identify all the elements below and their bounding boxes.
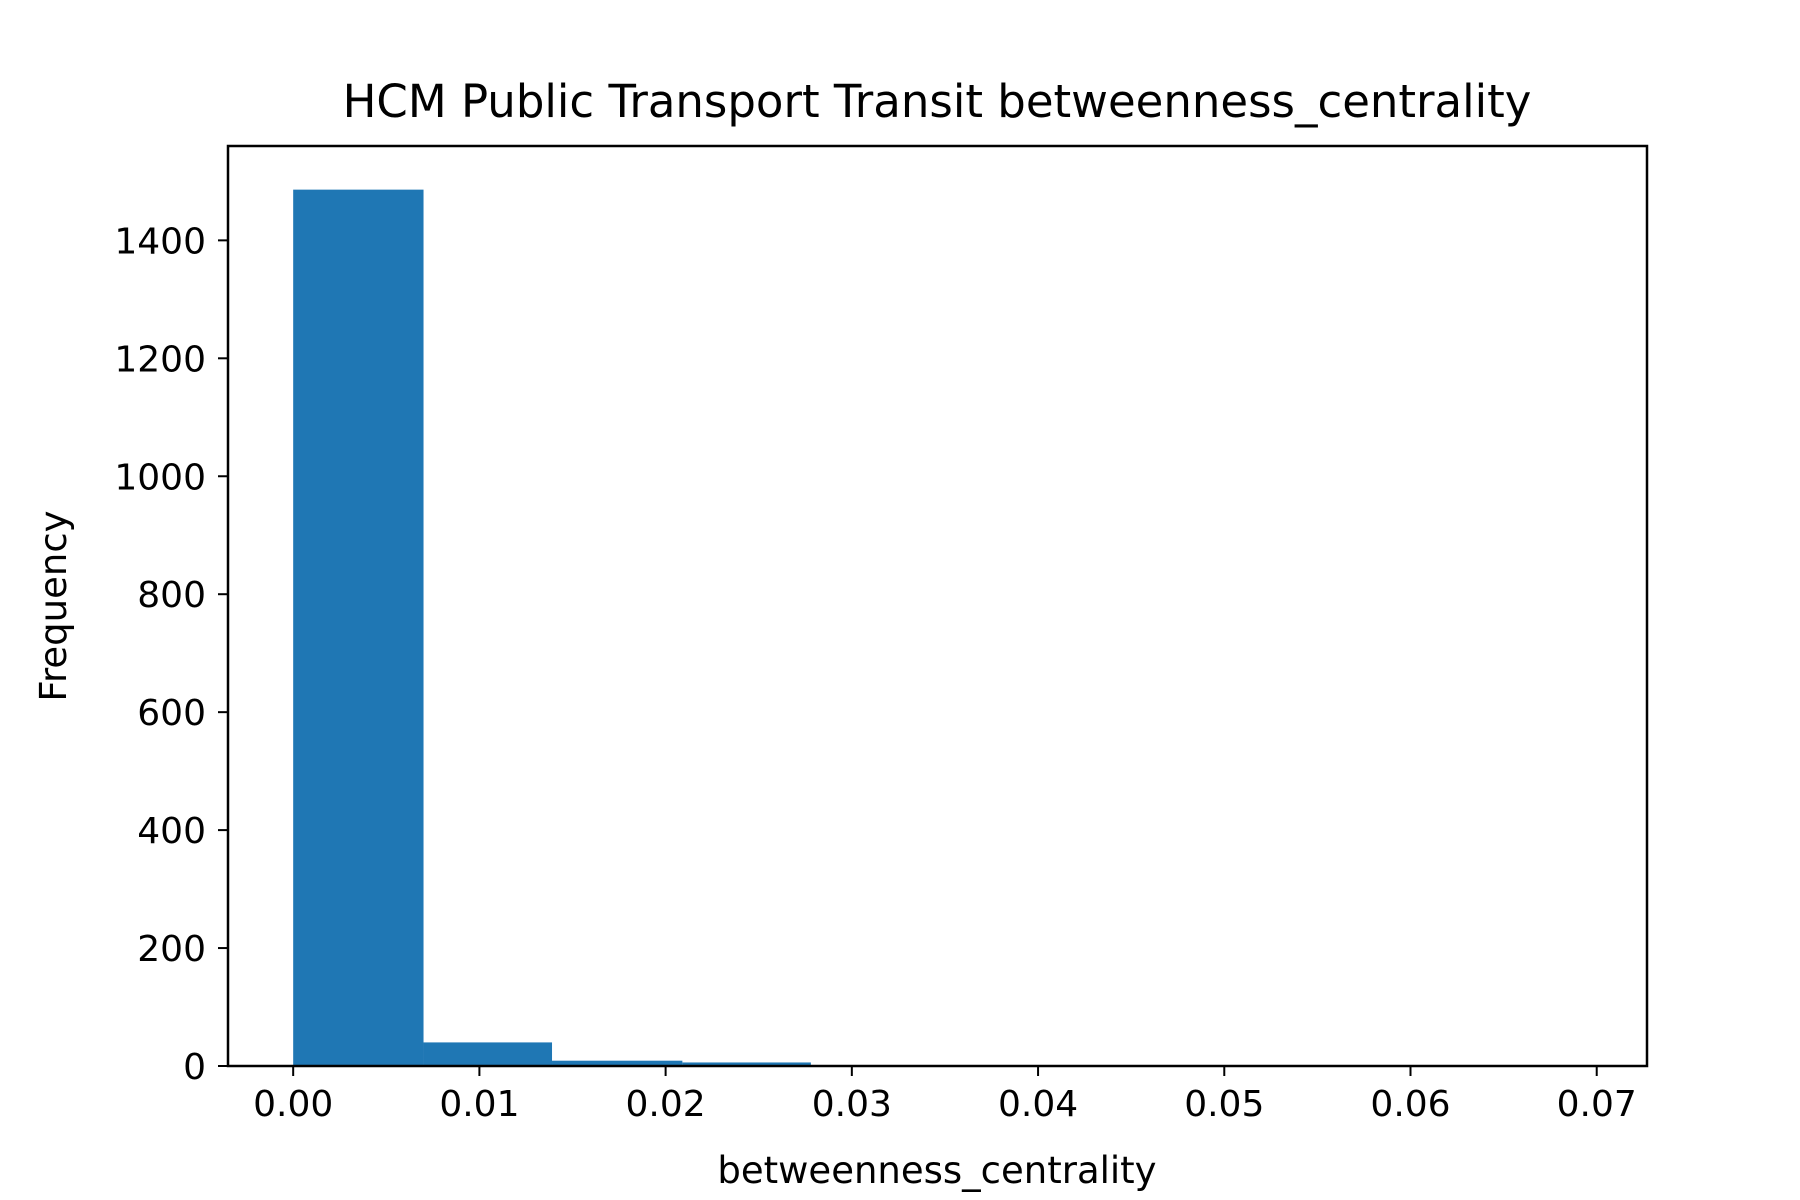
- histogram-bar: [682, 1062, 811, 1066]
- y-tick-label: 800: [137, 575, 206, 616]
- histogram-bar: [293, 189, 424, 1066]
- y-tick-label: 0: [183, 1047, 206, 1088]
- y-tick-label: 200: [137, 929, 206, 970]
- x-tick-label: 0.00: [253, 1084, 333, 1125]
- x-tick-label: 0.03: [812, 1084, 892, 1125]
- x-tick-label: 0.07: [1557, 1084, 1637, 1125]
- bars-group: [293, 189, 1590, 1067]
- x-axis-ticks: 0.00 0.01 0.02 0.03 0.04 0.05 0.06 0.07: [253, 1066, 1637, 1125]
- x-tick-label: 0.06: [1370, 1084, 1450, 1125]
- y-axis-ticks: 0 200 400 600 800 1000 1200 1400: [114, 221, 228, 1088]
- y-tick-label: 1200: [114, 339, 206, 380]
- x-tick-label: 0.02: [626, 1084, 706, 1125]
- y-tick-label: 1000: [114, 457, 206, 498]
- plot-frame: [226, 144, 1649, 1068]
- x-tick-label: 0.01: [439, 1084, 519, 1125]
- x-tick-label: 0.04: [998, 1084, 1078, 1125]
- y-tick-label: 600: [137, 693, 206, 734]
- histogram-bar: [423, 1042, 553, 1066]
- x-tick-label: 0.05: [1184, 1084, 1264, 1125]
- x-axis-label: betweenness_centrality: [717, 1149, 1156, 1192]
- histogram-bar: [552, 1060, 683, 1066]
- y-tick-label: 1400: [114, 221, 206, 262]
- chart-title: HCM Public Transport Transit betweenness…: [343, 75, 1532, 128]
- y-axis-label: Frequency: [32, 510, 75, 701]
- y-tick-label: 400: [137, 811, 206, 852]
